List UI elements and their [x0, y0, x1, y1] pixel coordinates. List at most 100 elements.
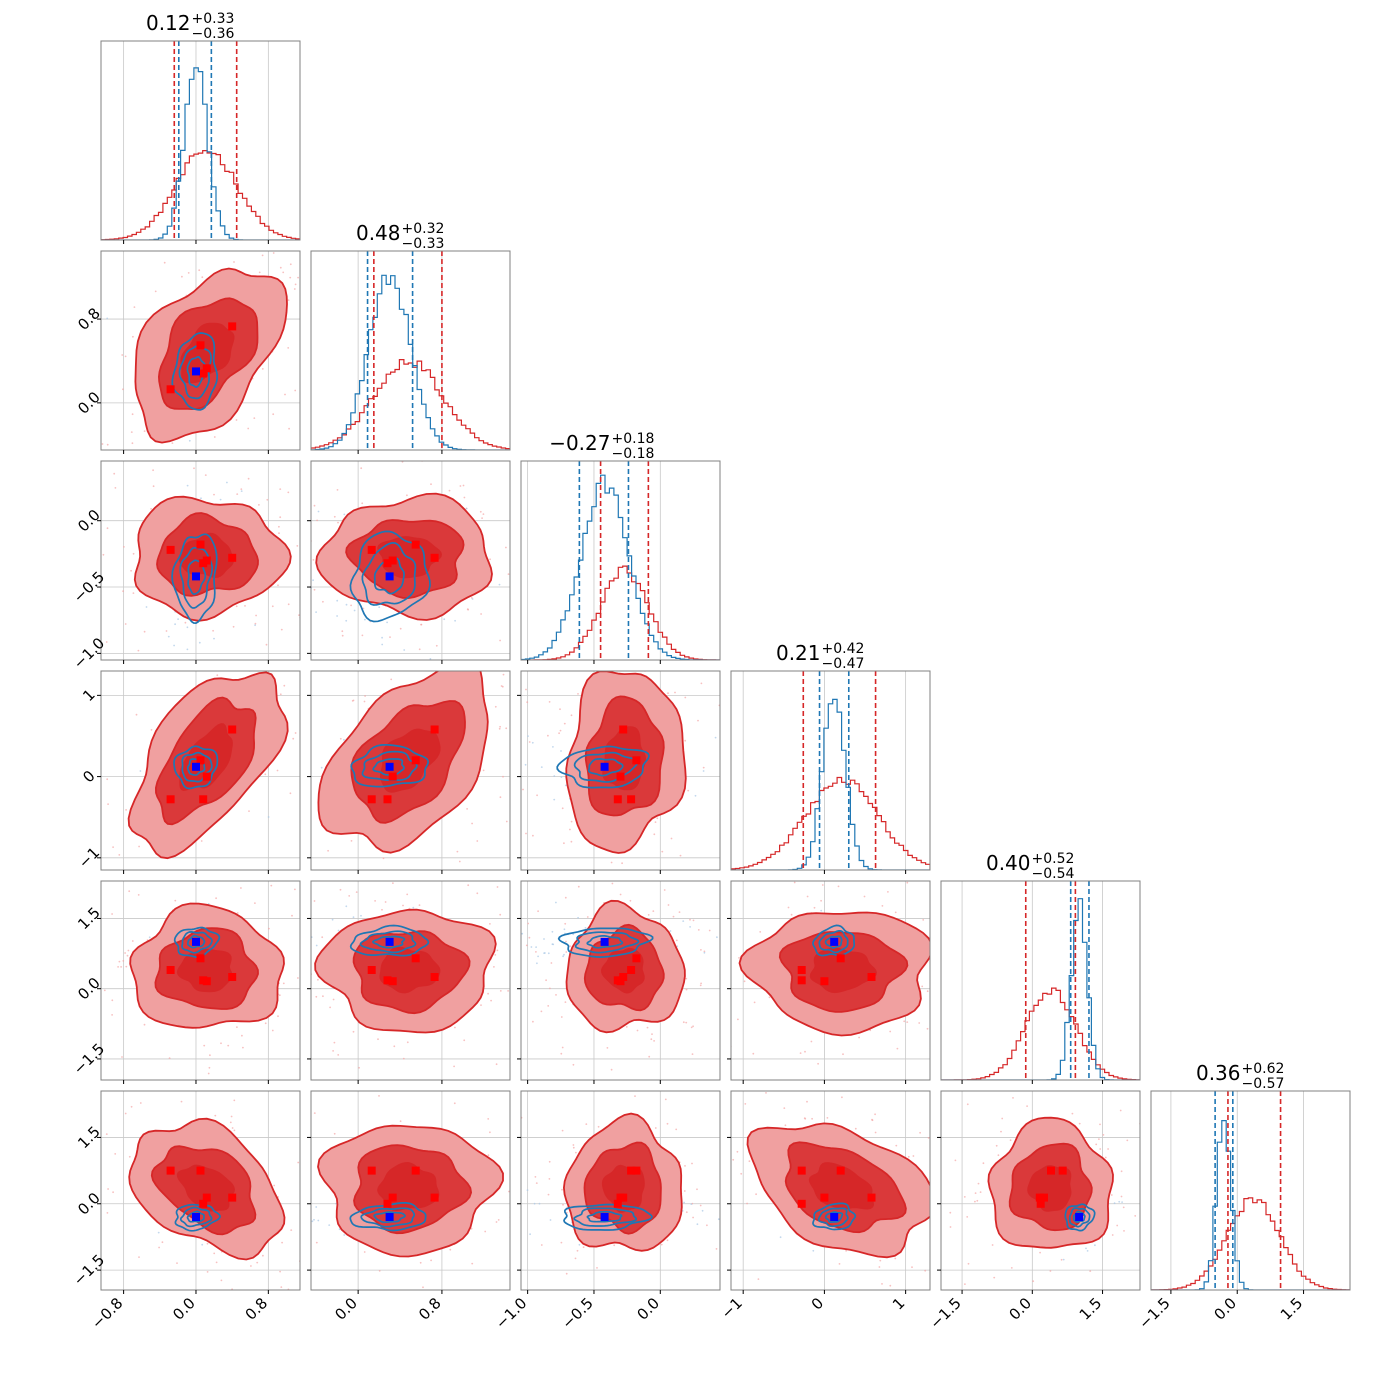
scatter-point	[512, 845, 514, 847]
scatter-point	[106, 527, 109, 530]
scatter-point	[384, 901, 387, 903]
scatter-point	[351, 700, 354, 702]
scatter-point	[178, 676, 180, 678]
scatter-point	[1009, 1139, 1012, 1142]
scatter-point	[532, 1020, 534, 1023]
scatter-point	[138, 1071, 140, 1073]
scatter-point	[664, 1098, 667, 1101]
scatter-point	[560, 750, 562, 752]
scatter-point	[504, 953, 506, 955]
scatter-point	[213, 1252, 216, 1255]
blue-marker	[192, 367, 200, 376]
title-minus: −0.57	[1242, 1076, 1285, 1092]
red-contour-core	[176, 1164, 236, 1212]
panel-3-2	[504, 643, 721, 894]
scatter-point	[292, 737, 295, 740]
scatter-point	[463, 496, 466, 499]
x-tick-label: 0.0	[1210, 1294, 1240, 1324]
scatter-point	[622, 887, 624, 889]
scatter-point	[355, 891, 358, 893]
panel-frame	[310, 1090, 511, 1291]
scatter-point	[569, 828, 571, 831]
scatter-point	[700, 682, 703, 685]
scatter-point	[543, 1099, 545, 1101]
scatter-point	[727, 924, 729, 926]
scatter-point	[813, 906, 816, 909]
scatter-point	[315, 611, 317, 613]
scatter-point	[280, 628, 283, 631]
scatter-point	[1142, 1236, 1144, 1238]
blue-marker	[385, 572, 394, 581]
scatter-point	[552, 746, 554, 748]
y-tick-label: 0.0	[74, 506, 104, 536]
scatter-point	[532, 834, 534, 837]
red-marker	[627, 1166, 636, 1175]
scatter-point	[1032, 1280, 1035, 1283]
red-marker	[196, 540, 205, 549]
scatter-point	[1071, 1112, 1074, 1115]
scatter-point	[79, 562, 81, 564]
scatter-point	[406, 1041, 409, 1044]
scatter-point	[997, 1238, 999, 1240]
scatter-point	[255, 614, 257, 617]
scatter-point	[143, 430, 146, 432]
x-tick-label: −1.5	[926, 1294, 964, 1332]
scatter-point	[297, 276, 299, 279]
scatter-point	[548, 1178, 551, 1180]
scatter-point	[617, 892, 619, 894]
scatter-point	[985, 954, 987, 956]
scatter-point	[344, 872, 346, 874]
scatter-point	[307, 935, 309, 937]
scatter-point	[320, 766, 323, 769]
scatter-point	[746, 1202, 748, 1205]
scatter-point	[361, 634, 364, 637]
scatter-point	[685, 988, 688, 991]
blue-contour	[824, 1211, 844, 1223]
scatter-point	[935, 989, 937, 991]
panel-frame	[730, 880, 931, 1081]
red-marker	[166, 545, 175, 554]
panel-0-0	[100, 40, 301, 244]
scatter-point	[703, 939, 705, 941]
scatter-point	[957, 1256, 959, 1258]
scatter-point	[921, 1238, 923, 1240]
scatter-point	[652, 910, 655, 912]
scatter-point	[198, 641, 201, 644]
red-marker	[1047, 1166, 1055, 1175]
scatter-point	[967, 1262, 970, 1265]
scatter-point	[504, 773, 506, 775]
scatter-point	[312, 559, 315, 561]
scatter-point	[264, 646, 266, 648]
scatter-point	[597, 1125, 600, 1128]
scatter-point	[988, 1268, 990, 1270]
diagonal-title: 0.36 +0.62−0.57	[1196, 1061, 1284, 1092]
red-marker	[202, 1193, 211, 1202]
scatter-point	[737, 1018, 739, 1021]
scatter-point	[167, 635, 170, 638]
red-marker	[430, 553, 439, 562]
scatter-point	[289, 276, 292, 279]
scatter-point	[804, 1117, 807, 1120]
diagonal-title: 0.12 +0.33−0.36	[146, 11, 235, 42]
scatter-point	[303, 1135, 305, 1137]
scatter-point	[820, 909, 823, 912]
scatter-point	[378, 1270, 381, 1272]
scatter-point	[213, 637, 215, 640]
scatter-point	[54, 928, 56, 930]
x-tick-label: −1.5	[1135, 1294, 1173, 1332]
y-tick-label: 1.5	[74, 1123, 104, 1153]
scatter-point	[564, 784, 567, 787]
scatter-point	[661, 1060, 663, 1062]
scatter-point	[799, 1052, 802, 1054]
scatter-point	[233, 451, 235, 453]
scatter-point	[436, 1088, 438, 1090]
scatter-point	[609, 643, 611, 645]
scatter-point	[449, 1248, 452, 1251]
scatter-point	[287, 491, 290, 494]
scatter-point	[674, 691, 676, 694]
scatter-point	[527, 922, 530, 925]
scatter-point	[382, 857, 385, 860]
scatter-point	[297, 901, 299, 903]
scatter-point	[69, 939, 71, 941]
panel-4-0	[69, 880, 301, 1084]
